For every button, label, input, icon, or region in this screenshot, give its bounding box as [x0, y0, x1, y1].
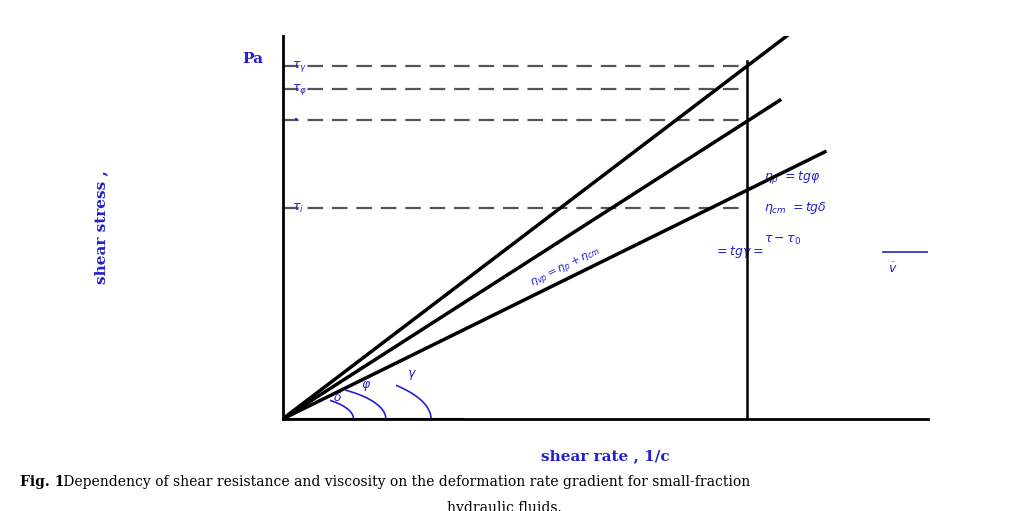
Text: $\varphi$: $\varphi$: [361, 380, 371, 393]
Text: $\tau_{\gamma}$: $\tau_{\gamma}$: [293, 59, 308, 74]
Text: $\tau_{i}$: $\tau_{i}$: [293, 202, 304, 215]
Text: Fig. 1: Fig. 1: [20, 475, 65, 489]
Text: $\dot{v}$: $\dot{v}$: [888, 262, 898, 276]
Text: $\tau_{\varphi}$: $\tau_{\varphi}$: [293, 82, 308, 97]
Text: $\eta_{vp}=\eta_p+\eta_{cm}$: $\eta_{vp}=\eta_p+\eta_{cm}$: [528, 245, 603, 292]
Text: shear stress ,: shear stress ,: [94, 171, 108, 284]
Text: $= tg\gamma =$: $= tg\gamma =$: [714, 244, 764, 260]
Text: $\eta_p\ =tg\varphi$: $\eta_p\ =tg\varphi$: [764, 169, 819, 186]
Text: $\cdot$: $\cdot$: [293, 111, 299, 129]
Text: $\delta$: $\delta$: [333, 391, 342, 404]
Text: Dependency of shear resistance and viscosity on the deformation rate gradient fo: Dependency of shear resistance and visco…: [59, 475, 750, 489]
Text: hydraulic fluids.: hydraulic fluids.: [447, 501, 562, 511]
Text: Pa: Pa: [242, 52, 263, 66]
Text: $\tau - \tau_0$: $\tau - \tau_0$: [764, 234, 801, 247]
Text: $\eta_{cm}\ =tg\delta$: $\eta_{cm}\ =tg\delta$: [764, 200, 826, 216]
Text: shear rate , 1/c: shear rate , 1/c: [541, 450, 670, 463]
Text: $\gamma$: $\gamma$: [407, 368, 417, 382]
